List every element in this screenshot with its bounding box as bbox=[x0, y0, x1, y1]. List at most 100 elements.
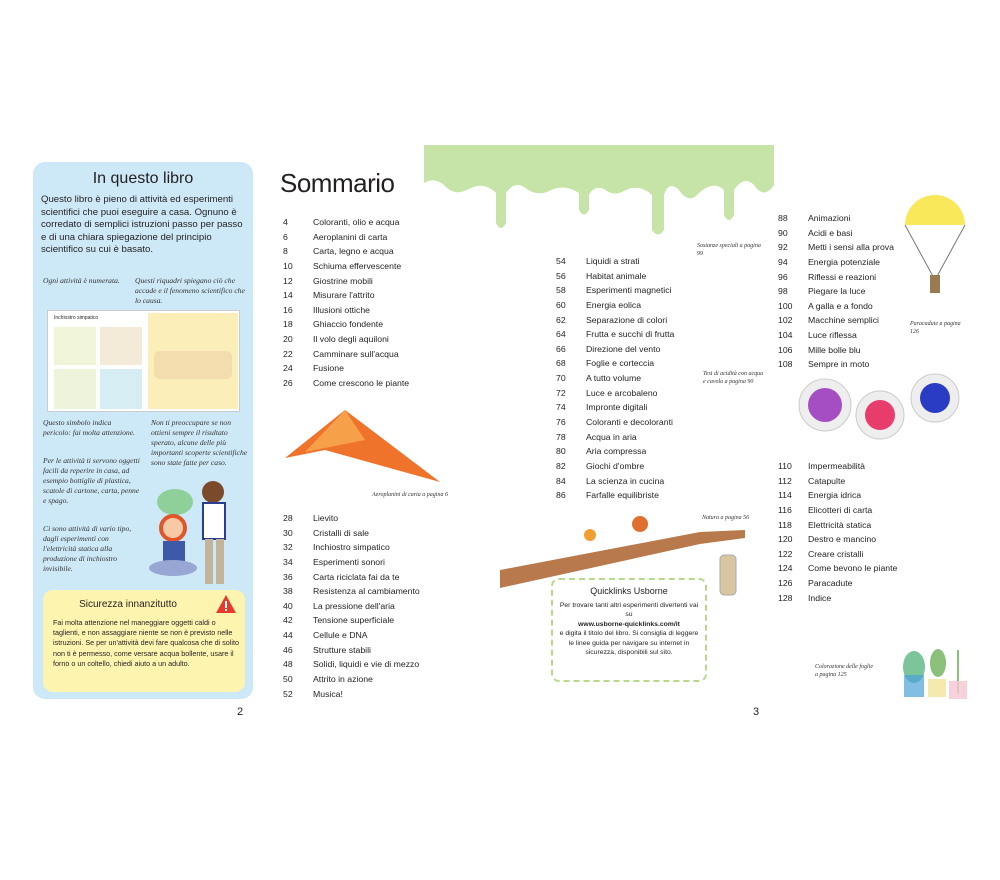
toc-page-number: 62 bbox=[556, 314, 566, 325]
toc-entry-title: Coloranti e decoloranti bbox=[586, 417, 673, 428]
toc-page-number: 126 bbox=[778, 578, 793, 589]
toc-entry-title: Animazioni bbox=[808, 213, 851, 223]
toc-entry-title: Attrito in azione bbox=[313, 674, 373, 685]
toc-entry: 64 Frutta e succhi di frutta bbox=[556, 327, 674, 342]
toc-column-3b: 110 Impermeabilità 112 Catapulte 114 Energia … bbox=[778, 459, 897, 605]
toc-entry: 30 Cristalli di sale bbox=[283, 526, 420, 541]
toc-entry: 118 Elettricità statica bbox=[778, 518, 897, 533]
toc-entry: 74 Impronte digitali bbox=[556, 400, 674, 415]
toc-entry-title: Separazione di colori bbox=[586, 314, 668, 325]
toc-page-number: 16 bbox=[283, 304, 293, 315]
paper-plane-illustration bbox=[285, 410, 440, 482]
toc-entry-title: Elicotteri di carta bbox=[808, 504, 873, 515]
toc-entry-title: Come crescono le piante bbox=[313, 378, 410, 389]
toc-entry-title: Foglie e corteccia bbox=[586, 358, 655, 369]
toc-entry-title: Sempre in moto bbox=[808, 359, 870, 370]
toc-page-number: 50 bbox=[283, 674, 293, 685]
quicklinks-url[interactable]: www.usborne-quicklinks.com/it bbox=[578, 620, 680, 628]
toc-page-number: 8 bbox=[283, 246, 288, 257]
toc-page-number: 80 bbox=[556, 446, 566, 457]
toc-page-number: 128 bbox=[778, 592, 793, 603]
toc-page-number: 46 bbox=[283, 644, 293, 655]
toc-page-number: 30 bbox=[283, 527, 293, 538]
toc-entry: 40 La pressione dell'aria bbox=[283, 599, 420, 614]
toc-entry-title: Inchiostro simpatico bbox=[313, 542, 390, 553]
toc-entry-title: Esperimenti sonori bbox=[313, 556, 385, 567]
toc-entry-title: Ghiaccio fondente bbox=[313, 319, 384, 330]
mini-page-title: Inchiostro simpatico bbox=[54, 315, 99, 321]
toc-entry-title: Metti i sensi alla prova bbox=[808, 242, 894, 253]
toc-entry: 98 Piegare la luce bbox=[778, 284, 894, 299]
toc-entry: 126 Paracadute bbox=[778, 576, 897, 591]
panel-intro: Questo libro è pieno di attività ed espe… bbox=[41, 194, 243, 255]
toc-column-1a: 4 Coloranti, olio e acqua 6 Aeroplanini di … bbox=[283, 215, 409, 391]
caption-acid: Test di acidità con acqua e cavolo a pag… bbox=[703, 371, 764, 385]
toc-page-number: 10 bbox=[283, 260, 293, 271]
toc-page-number: 52 bbox=[283, 688, 293, 699]
toc-page-number: 54 bbox=[556, 256, 566, 266]
toc-entry: 72 Luce e arcobaleno bbox=[556, 386, 674, 401]
toc-page-number: 90 bbox=[778, 227, 788, 238]
toc-entry-title: Farfalle equilibriste bbox=[586, 490, 659, 501]
toc-entry: 62 Separazione di colori bbox=[556, 313, 674, 328]
note-danger: Questo simbolo indica pericolo: fai molt… bbox=[43, 418, 135, 437]
toc-entry-title: Energia eolica bbox=[586, 299, 642, 310]
toc-entry-title: Cellule e DNA bbox=[313, 630, 368, 641]
toc-entry: 14 Misurare l'attrito bbox=[283, 288, 409, 303]
caption-leaves: Colorazione delle foglie a pagina 125 bbox=[815, 664, 873, 678]
toc-page-number: 86 bbox=[556, 490, 566, 501]
toc-entry-title: Direzione del vento bbox=[586, 343, 661, 354]
toc-entry: 52 Musica! bbox=[283, 687, 420, 702]
toc-entry: 28 Lievito bbox=[283, 511, 420, 526]
toc-entry: 38 Resistenza al cambiamento bbox=[283, 584, 420, 599]
toc-entry: 50 Attrito in azione bbox=[283, 672, 420, 687]
toc-entry-title: Mille bolle blu bbox=[808, 344, 861, 355]
toc-entry-title: Lievito bbox=[313, 513, 339, 523]
toc-page-number: 114 bbox=[778, 490, 792, 501]
toc-page-number: 108 bbox=[778, 359, 793, 370]
sample-page-thumbnail: Inchiostro simpatico bbox=[47, 310, 240, 412]
note-numbered: Ogni attività è numerata. bbox=[43, 276, 120, 285]
toc-entry: 56 Habitat animale bbox=[556, 269, 674, 284]
page-number-left: 2 bbox=[237, 706, 244, 718]
note-objects: Per le attività ti servono oggetti facil… bbox=[43, 456, 140, 505]
toc-entry: 82 Giochi d'ombre bbox=[556, 459, 674, 474]
toc-page-number: 26 bbox=[283, 378, 293, 389]
toc-entry-title: Frutta e succhi di frutta bbox=[586, 329, 675, 340]
acid-test-dishes bbox=[798, 373, 960, 440]
toc-entry-title: Destro e mancino bbox=[808, 534, 877, 545]
toc-page-number: 58 bbox=[556, 285, 566, 296]
toc-page-number: 72 bbox=[556, 387, 566, 398]
toc-entry-title: Fusione bbox=[313, 363, 344, 374]
caption-nature: Natura a pagina 56 bbox=[702, 515, 750, 521]
toc-page-number: 84 bbox=[556, 475, 566, 486]
toc-entry-title: Coloranti, olio e acqua bbox=[313, 217, 400, 227]
toc-entry: 80 Aria compressa bbox=[556, 444, 674, 459]
toc-entry-title: La pressione dell'aria bbox=[313, 600, 395, 611]
toc-entry: 106 Mille bolle blu bbox=[778, 343, 894, 358]
toc-entry-title: Esperimenti magnetici bbox=[586, 285, 672, 296]
toc-entry: 46 Strutture stabili bbox=[283, 643, 420, 658]
toc-entry-title: Luce e arcobaleno bbox=[586, 387, 658, 398]
caption-parachute: Paracadute a pagina 126 bbox=[910, 321, 961, 335]
toc-entry: 108 Sempre in moto bbox=[778, 357, 894, 372]
toc-entry-title: Catapulte bbox=[808, 475, 846, 486]
toc-page-number: 118 bbox=[778, 519, 792, 530]
children-illustration bbox=[149, 481, 226, 584]
toc-page-number: 60 bbox=[556, 299, 566, 310]
toc-entry: 8 Carta, legno e acqua bbox=[283, 244, 409, 259]
toc-page-number: 82 bbox=[556, 460, 566, 471]
toc-entry-title: Indice bbox=[808, 592, 832, 603]
toc-entry: 22 Camminare sull'acqua bbox=[283, 347, 409, 362]
toc-entry-title: Aeroplanini di carta bbox=[313, 231, 388, 242]
toc-page-number: 12 bbox=[283, 275, 293, 286]
toc-page-number: 106 bbox=[778, 344, 793, 355]
toc-entry: 96 Riflessi e reazioni bbox=[778, 270, 894, 285]
toc-page-number: 96 bbox=[778, 271, 788, 282]
toc-page-number: 122 bbox=[778, 548, 793, 559]
toc-page-number: 18 bbox=[283, 319, 293, 330]
page-number-right: 3 bbox=[753, 706, 760, 718]
quicklinks-text-2: e digita il titolo del libro. Si consigl… bbox=[559, 630, 699, 657]
toc-entry-title: Carta, legno e acqua bbox=[313, 246, 394, 257]
toc-entry: 90 Acidi e basi bbox=[778, 226, 894, 241]
